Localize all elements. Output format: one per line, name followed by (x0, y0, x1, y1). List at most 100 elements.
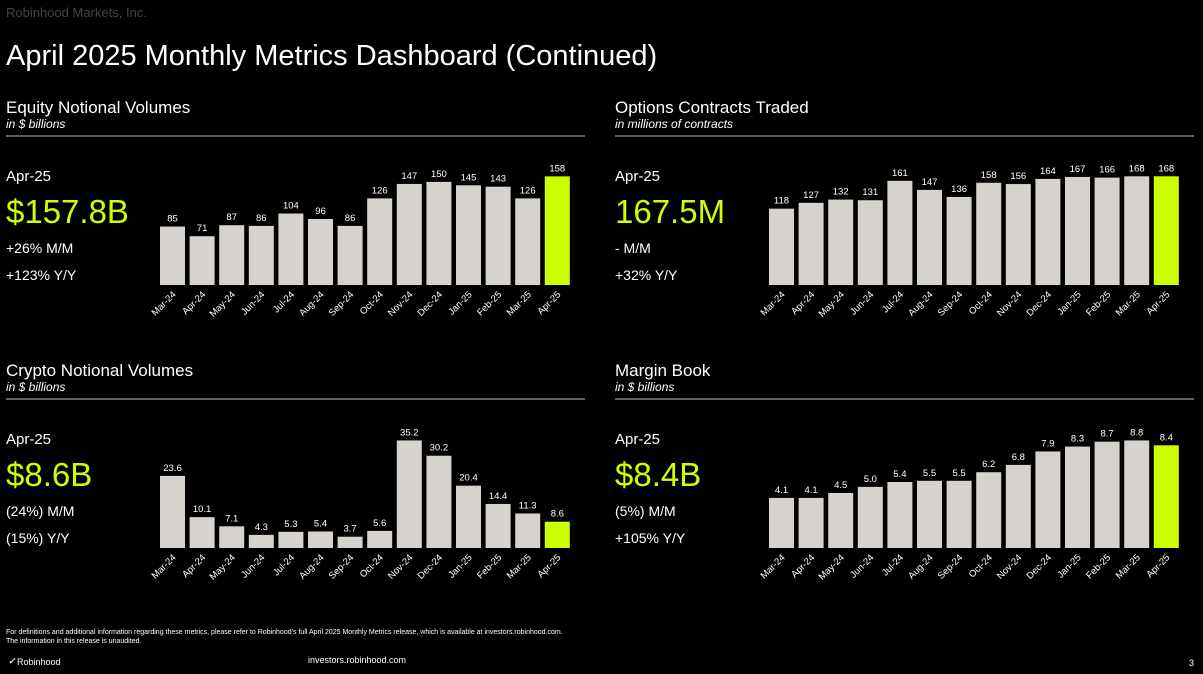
bar (976, 472, 1002, 548)
value-label: 6.2 (982, 459, 995, 470)
bar (515, 198, 541, 285)
bar (396, 440, 422, 548)
bar (337, 225, 363, 285)
bar (1124, 440, 1150, 548)
bar (337, 536, 363, 548)
bar (828, 199, 854, 285)
bar (160, 475, 185, 548)
bar (485, 186, 511, 285)
bar (1005, 464, 1031, 548)
value-label: 8.4 (1160, 432, 1173, 443)
value-label: 4.1 (775, 485, 788, 496)
panel-title: Options Contracts Traded (615, 98, 809, 117)
value-label: 6.8 (1012, 452, 1025, 463)
value-label: 132 (833, 187, 849, 198)
panel-subtitle: in $ billions (6, 380, 65, 394)
kpi-yoy: +105% Y/Y (615, 530, 686, 546)
bar (769, 497, 794, 548)
value-label: 20.4 (459, 473, 478, 484)
value-label: 126 (520, 185, 536, 196)
kpi-mom: (24%) M/M (6, 503, 74, 519)
bar (248, 225, 274, 285)
value-label: 8.3 (1071, 434, 1084, 445)
value-label: 87 (226, 212, 237, 223)
panel-subtitle: in $ billions (615, 380, 674, 394)
value-label: 5.5 (923, 468, 936, 479)
value-label: 104 (283, 201, 299, 212)
value-label: 4.1 (804, 485, 817, 496)
panel-title: Margin Book (615, 361, 711, 380)
kpi-value: $8.4B (615, 456, 701, 493)
kpi-period: Apr-25 (615, 431, 660, 448)
bar (857, 200, 883, 285)
kpi-mom: - M/M (615, 240, 651, 256)
company: Robinhood Markets, Inc. (6, 5, 147, 20)
bar (426, 181, 452, 285)
value-label: 118 (774, 196, 789, 207)
value-label: 168 (1129, 163, 1145, 174)
bar (308, 531, 333, 548)
value-label: 10.1 (193, 504, 212, 515)
bar (189, 236, 215, 285)
bar (1094, 441, 1120, 548)
kpi-mom: (5%) M/M (615, 503, 676, 519)
value-label: 126 (372, 185, 388, 196)
bar (544, 521, 570, 548)
bar (515, 513, 541, 548)
value-label: 71 (197, 223, 208, 234)
value-label: 156 (1010, 171, 1026, 182)
value-label: 35.2 (400, 427, 419, 438)
value-label: 5.5 (952, 468, 965, 479)
value-label: 164 (1040, 166, 1056, 177)
value-label: 131 (862, 187, 878, 198)
footnote: For definitions and additional informati… (6, 629, 563, 636)
bar (426, 455, 452, 548)
kpi-period: Apr-25 (615, 168, 660, 185)
url: investors.robinhood.com (308, 655, 406, 665)
bar (1153, 445, 1179, 548)
value-label: 167 (1070, 164, 1086, 175)
kpi-yoy: (15%) Y/Y (6, 530, 70, 546)
kpi-period: Apr-25 (6, 168, 51, 185)
bar (1124, 176, 1150, 285)
logo-mark: ✓ (8, 656, 16, 666)
page-number: 3 (1189, 658, 1194, 668)
kpi-yoy: +32% Y/Y (615, 267, 678, 283)
value-label: 158 (549, 163, 565, 174)
panel-title: Crypto Notional Volumes (6, 361, 193, 380)
value-label: 7.1 (225, 513, 238, 524)
value-label: 147 (401, 171, 417, 182)
bar (798, 202, 824, 285)
value-label: 143 (490, 174, 506, 185)
bar (308, 219, 333, 285)
bar (219, 225, 245, 285)
kpi-value: $157.8B (6, 193, 129, 230)
kpi-value: 167.5M (615, 193, 725, 230)
value-label: 4.5 (834, 480, 847, 491)
bar (917, 480, 942, 548)
value-label: 5.0 (864, 474, 877, 485)
bar (1035, 178, 1061, 285)
value-label: 168 (1158, 163, 1174, 174)
bar (946, 197, 972, 285)
value-label: 127 (803, 190, 819, 201)
panel-title: Equity Notional Volumes (6, 98, 190, 117)
value-label: 5.4 (314, 519, 327, 530)
bar (278, 213, 304, 285)
value-label: 147 (922, 177, 938, 188)
bar (946, 480, 972, 548)
bar (857, 486, 883, 548)
value-label: 3.7 (343, 524, 356, 535)
bar (1065, 446, 1090, 548)
panel-subtitle: in $ billions (6, 117, 65, 131)
bar (798, 497, 824, 548)
bar (160, 226, 185, 285)
value-label: 161 (892, 168, 908, 179)
bar (1153, 176, 1179, 285)
bar (1005, 184, 1031, 285)
bar (1035, 451, 1061, 548)
value-label: 4.3 (255, 522, 268, 533)
